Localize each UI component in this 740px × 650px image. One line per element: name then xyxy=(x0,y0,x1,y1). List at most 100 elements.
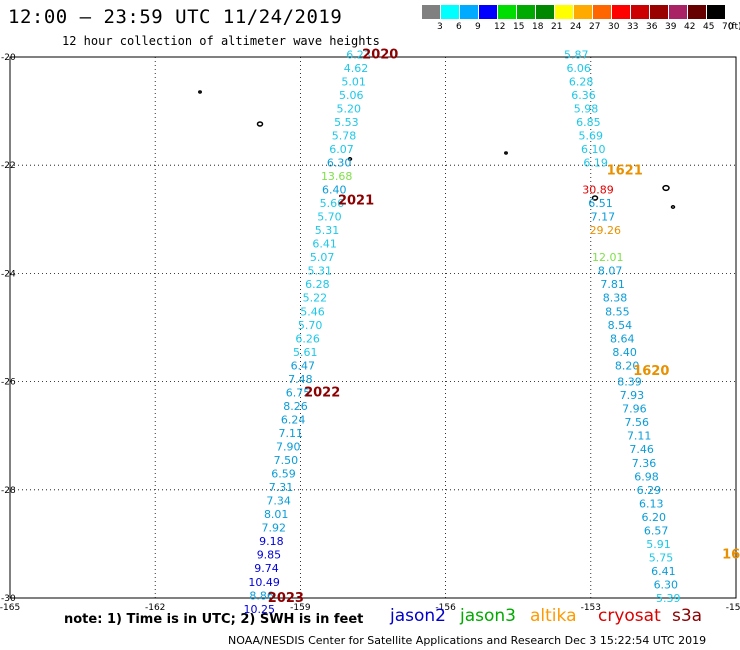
island-outline xyxy=(256,121,264,127)
swh-value-left-track: 10.49 xyxy=(248,576,280,589)
swh-value-right-track: 6.20 xyxy=(641,511,666,524)
swh-value-right-track: 6.85 xyxy=(576,116,601,129)
swh-value-left-track: 6.75 xyxy=(286,386,311,399)
pass-time-marker: 2020 xyxy=(362,47,398,62)
swh-value-right-track: 5.69 xyxy=(579,129,604,142)
swh-value-left-track: 8.26 xyxy=(283,400,308,413)
swh-value-left-track: 5.66 xyxy=(320,197,345,210)
swh-value-left-track: 5.07 xyxy=(310,251,335,264)
colorbar-label: 45 xyxy=(703,22,715,32)
swh-value-left-track: 5.70 xyxy=(298,319,323,332)
swh-value-left-track: 7.90 xyxy=(276,441,301,454)
swh-value-left-track: 6.24 xyxy=(281,413,306,426)
colorbar-swatch xyxy=(688,5,707,19)
swh-value-left-track: 6.41 xyxy=(312,238,337,251)
swh-value-left-track: 5.78 xyxy=(332,129,357,142)
swh-value-left-track: 7.31 xyxy=(269,481,294,494)
swh-value-right-track: 8.54 xyxy=(608,319,633,332)
pass-time-marker: 1620 xyxy=(633,364,669,379)
colorbar-label: 33 xyxy=(627,22,639,32)
colorbar-swatch xyxy=(460,5,479,19)
swh-value-right-track: 6.57 xyxy=(644,524,669,537)
swh-value-left-track: 7.11 xyxy=(278,427,303,440)
swh-value-right-track: 7.36 xyxy=(632,457,657,470)
colorbar-label: 42 xyxy=(684,22,696,32)
swh-value-left-track: 10.25 xyxy=(244,603,276,616)
swh-value-right-track: 5.98 xyxy=(574,102,599,115)
swh-value-left-track: 6.26 xyxy=(295,332,320,345)
swh-value-left-track: 6.47 xyxy=(291,359,316,372)
colorbar-label: 21 xyxy=(551,22,563,32)
swh-value-right-track: 6.06 xyxy=(566,62,591,75)
lon-tick-label: -159 xyxy=(290,603,311,613)
island-outline xyxy=(591,195,599,201)
swh-value-left-track: 5.20 xyxy=(337,102,362,115)
colorbar-label: 18 xyxy=(532,22,544,32)
lon-tick-label: -162 xyxy=(145,603,165,613)
swh-value-right-track: 7.56 xyxy=(625,416,650,429)
island-outline xyxy=(670,205,676,209)
colorbar-unit: (ft) xyxy=(728,22,740,32)
swh-value-left-track: 6.07 xyxy=(329,143,354,156)
lon-tick-label: -165 xyxy=(0,603,20,613)
credit-line: NOAA/NESDIS Center for Satellite Applica… xyxy=(228,634,707,647)
page-subtitle: 12 hour collection of altimeter wave hei… xyxy=(62,34,380,48)
swh-value-left-track: 6.40 xyxy=(322,184,347,197)
swh-value-right-track: 29.26 xyxy=(590,224,622,237)
swh-value-right-track: 6.29 xyxy=(637,484,662,497)
swh-value-right-track: 8.40 xyxy=(612,346,637,359)
colorbar-label: 24 xyxy=(570,22,582,32)
colorbar-swatch xyxy=(517,5,536,19)
lat-tick-label: -20 xyxy=(1,53,16,63)
satellite-legend-item: cryosat xyxy=(598,606,661,626)
colorbar-swatch xyxy=(631,5,650,19)
swh-value-left-track: 6.23 xyxy=(346,48,371,61)
colorbar-label: 70 xyxy=(722,22,734,32)
swh-value-left-track: 5.06 xyxy=(339,89,364,102)
swh-value-right-track: 6.51 xyxy=(588,197,613,210)
lat-tick-label: -26 xyxy=(1,378,16,388)
swh-value-right-track: 5.87 xyxy=(564,48,589,61)
pass-time-marker: 1621 xyxy=(607,164,643,179)
colorbar-swatch xyxy=(422,5,441,19)
colorbar-swatch xyxy=(536,5,555,19)
swh-value-right-track: 8.55 xyxy=(605,305,630,318)
swh-value-left-track: 5.31 xyxy=(308,265,333,278)
colorbar-label: 15 xyxy=(513,22,525,32)
pass-time-marker: 2021 xyxy=(338,193,374,208)
island-outline xyxy=(662,184,670,192)
island-outline xyxy=(347,157,353,161)
colorbar-swatch xyxy=(574,5,593,19)
lat-tick-label: -30 xyxy=(1,594,16,604)
swh-value-right-track: 6.41 xyxy=(651,565,676,578)
swh-value-left-track: 6.30 xyxy=(327,156,352,169)
swh-value-right-track: 6.28 xyxy=(569,75,594,88)
swh-value-left-track: 13.68 xyxy=(321,170,353,183)
swh-value-left-track: 7.92 xyxy=(262,522,287,535)
lon-tick-label: -153 xyxy=(581,603,601,613)
colorbar-swatch xyxy=(669,5,688,19)
colorbar-label: 39 xyxy=(665,22,677,32)
colorbar-label: 30 xyxy=(608,22,620,32)
satellite-legend-item: s3a xyxy=(672,606,703,626)
swh-value-left-track: 8.01 xyxy=(264,508,289,521)
swh-value-left-track: 9.18 xyxy=(259,535,284,548)
lat-tick-label: -22 xyxy=(1,161,16,171)
swh-value-right-track: 7.17 xyxy=(591,211,616,224)
swh-value-right-track: 8.07 xyxy=(598,265,623,278)
swh-value-right-track: 7.11 xyxy=(627,430,652,443)
colorbar-label: 36 xyxy=(646,22,658,32)
swh-value-right-track: 6.10 xyxy=(581,143,606,156)
colorbar-swatch xyxy=(650,5,669,19)
swh-value-left-track: 7.48 xyxy=(288,373,313,386)
page-title: 12:00 – 23:59 UTC 11/24/2019 xyxy=(8,6,343,28)
swh-value-left-track: 5.46 xyxy=(300,305,325,318)
satellite-legend-item: jason2 xyxy=(390,606,446,626)
swh-value-left-track: 5.70 xyxy=(317,211,342,224)
swh-value-right-track: 5.39 xyxy=(656,592,681,605)
pass-time-marker: 2022 xyxy=(304,385,340,400)
swh-value-left-track: 7.34 xyxy=(266,495,291,508)
colorbar-swatch xyxy=(707,5,726,19)
pass-time-marker: 2023 xyxy=(268,591,304,606)
swh-value-right-track: 6.30 xyxy=(654,578,679,591)
